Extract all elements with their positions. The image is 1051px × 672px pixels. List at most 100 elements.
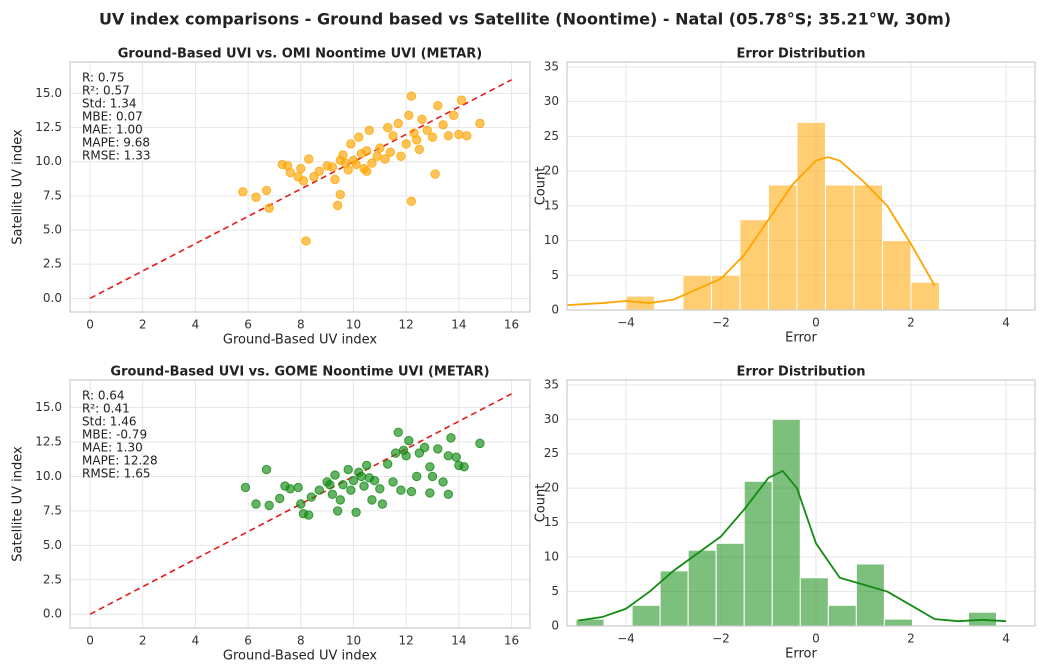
y-tick-label: 25 <box>544 129 559 143</box>
x-tick-label: 0 <box>86 634 94 648</box>
scatter-point <box>367 495 377 505</box>
stat-label: Std: 1.34 <box>82 97 137 111</box>
hist-bar <box>687 549 717 626</box>
x-tick-label: 14 <box>451 634 466 648</box>
hist-bar <box>883 618 913 626</box>
x-tick-label: 2 <box>139 318 147 332</box>
x-tick-label: 0 <box>86 318 94 332</box>
scatter-point <box>261 464 272 475</box>
x-axis-label: Ground-Based UV index <box>223 333 377 348</box>
stat-label: MBE: -0.79 <box>82 428 147 442</box>
hist-bar <box>824 184 855 310</box>
scatter-point <box>377 499 388 509</box>
x-tick-label: 4 <box>1002 316 1010 330</box>
figure-title: UV index comparisons - Ground based vs S… <box>99 10 951 29</box>
scatter-point <box>264 203 274 213</box>
scatter-point <box>454 129 464 140</box>
scatter-point <box>475 118 485 129</box>
scatter-point <box>383 122 393 133</box>
y-tick-label: 0 <box>551 303 559 317</box>
scatter-point <box>330 174 340 185</box>
scatter-point <box>462 131 472 141</box>
y-tick-label: 10.0 <box>35 154 62 168</box>
x-axis-label: Ground-Based UV index <box>223 649 377 664</box>
scatter-point <box>406 91 417 101</box>
scatter-point <box>372 151 382 161</box>
plot-layer <box>575 418 1007 626</box>
hist-bar <box>743 480 773 626</box>
y-tick-label: 5 <box>551 268 559 282</box>
scatter-point <box>417 114 427 125</box>
kde-line <box>578 469 1007 623</box>
y-tick-label: 5.0 <box>43 538 62 552</box>
hist-bar <box>881 240 912 310</box>
scatter-point <box>285 167 295 178</box>
scatter-point <box>404 435 414 446</box>
scatter-point <box>322 161 332 171</box>
scatter-point <box>412 471 422 482</box>
x-tick-label: −2 <box>712 316 730 330</box>
scatter-point <box>390 448 401 458</box>
x-tick-label: −4 <box>617 632 635 646</box>
subplot-title: Ground-Based UVI vs. GOME Noontime UVI (… <box>110 365 489 380</box>
hist-bar <box>771 418 801 626</box>
hist-bar <box>631 604 661 626</box>
scatter-point <box>456 95 467 105</box>
y-tick-label: 30 <box>544 94 559 108</box>
scatter-point <box>296 163 306 174</box>
y-tick-label: 30 <box>544 412 559 426</box>
y-tick-label: 10 <box>544 233 559 247</box>
hist-bar <box>855 563 885 626</box>
scatter-point <box>401 139 411 149</box>
y-tick-label: 2.5 <box>43 257 62 271</box>
scatter-point <box>335 495 346 505</box>
scatter-point <box>346 139 356 149</box>
y-tick-label: 10 <box>544 550 559 564</box>
x-axis-label: Error <box>785 331 817 346</box>
axes-frame <box>69 379 531 629</box>
scatter-point <box>314 166 324 176</box>
stat-label: R²: 0.41 <box>82 402 130 416</box>
scatter-point <box>393 427 403 438</box>
scatter-point <box>346 485 356 495</box>
subplot-title: Error Distribution <box>736 47 865 62</box>
scatter-point <box>433 444 443 454</box>
y-tick-label: 7.5 <box>43 188 62 202</box>
x-tick-label: 10 <box>346 318 361 332</box>
hist-bar <box>715 542 745 626</box>
scatter-point <box>422 125 432 136</box>
scatter-point <box>361 166 372 176</box>
scatter-point <box>343 464 353 475</box>
plot-layer <box>567 121 940 310</box>
hist-bar <box>853 184 883 310</box>
plot-layer <box>89 393 512 615</box>
hist-bar <box>910 281 940 310</box>
y-tick-label: 7.5 <box>43 503 62 517</box>
y-tick-label: 15.0 <box>35 86 62 100</box>
scatter-point <box>275 493 285 504</box>
scatter-point <box>375 143 385 153</box>
axes-frame <box>69 61 531 313</box>
x-tick-label: 0 <box>812 316 820 330</box>
scatter-point <box>301 236 311 246</box>
scatter-point <box>361 460 372 471</box>
scatter-point <box>314 485 324 495</box>
scatter-point <box>446 433 456 443</box>
scatter-point <box>398 445 409 455</box>
scatter-point <box>293 482 303 493</box>
scatter-point <box>406 196 417 207</box>
scatter-point <box>238 187 248 197</box>
scatter-point <box>303 154 314 164</box>
hist-bar <box>767 184 798 310</box>
subplot-title: Error Distribution <box>736 365 865 380</box>
scatter-point <box>298 176 309 186</box>
scatter-point <box>338 150 348 160</box>
scatter-point <box>261 185 272 196</box>
scatter-point <box>322 477 332 487</box>
scatter-point <box>335 189 346 200</box>
scatter-point <box>438 120 448 130</box>
y-axis-label: Satellite UV index <box>11 129 26 245</box>
x-tick-label: 12 <box>399 634 414 648</box>
scatter-point <box>332 200 343 211</box>
x-tick-label: 4 <box>192 634 200 648</box>
